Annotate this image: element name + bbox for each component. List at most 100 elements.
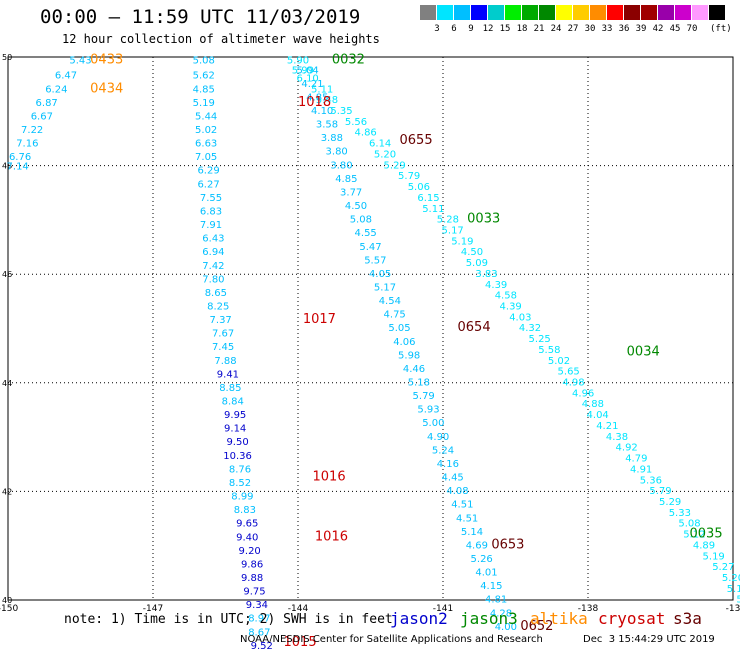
swh-value-label: 6.43	[202, 234, 224, 245]
swh-value-label: 4.04	[587, 410, 609, 421]
swh-value-label: 7.67	[212, 329, 234, 340]
swh-value-label: 5.25	[529, 334, 551, 345]
swh-value-label: 5.90	[287, 56, 309, 67]
lat-tick-label: 42	[2, 487, 12, 496]
pass-time-label: 0654	[458, 320, 491, 335]
swh-value-label: 9.14	[224, 424, 246, 435]
swh-value-label: 5.48	[316, 95, 338, 106]
pass-time-label: 0655	[400, 133, 433, 148]
legend-swatch	[471, 5, 487, 20]
swh-value-label: 6.29	[197, 166, 219, 177]
swh-value-label: 9.65	[236, 519, 258, 530]
swh-value-label: 5.56	[345, 117, 367, 128]
swh-value-label: 4.55	[355, 228, 377, 239]
swh-value-label: 4.50	[345, 201, 367, 212]
swh-value-label: 9.88	[241, 573, 263, 584]
swh-value-label: 6.14	[369, 139, 391, 150]
pass-time-label: 0653	[491, 537, 524, 552]
swh-value-label: 4.50	[461, 247, 483, 258]
swh-value-label: 4.51	[451, 500, 473, 511]
legend-swatch	[420, 5, 436, 20]
lon-tick-label: -147	[143, 604, 163, 614]
mission-label-altika: altika	[530, 609, 588, 628]
swh-value-label: 5.14	[461, 527, 483, 538]
legend-swatch	[539, 5, 555, 20]
swh-value-label: 4.38	[606, 432, 628, 443]
lat-tick-label: 40	[2, 596, 12, 605]
map-frame	[7, 56, 734, 601]
swh-value-label: 5.62	[193, 71, 215, 82]
legend-swatch	[590, 5, 606, 20]
swh-value-label: 5.99	[292, 65, 314, 76]
swh-value-label: 5.08	[678, 519, 700, 530]
legend-label: 42	[652, 24, 664, 34]
swh-value-label: 4.05	[369, 269, 391, 280]
swh-value-label: 8.25	[207, 301, 229, 312]
swh-value-label: 5.11	[311, 84, 333, 95]
swh-value-label: 9.34	[246, 600, 268, 611]
swh-value-label: 5.17	[374, 282, 396, 293]
swh-value-label: 9.41	[217, 369, 239, 380]
swh-value-label: 5.09	[466, 258, 488, 269]
swh-value-label: 5.05	[388, 323, 410, 334]
swh-value-label: 4.21	[301, 79, 323, 90]
legend-label: 6	[451, 24, 457, 34]
swh-value-label: 4.88	[582, 399, 604, 410]
swh-value-label: 9.75	[243, 587, 265, 598]
swh-value-label: 5.12	[683, 530, 705, 541]
swh-value-label: 5.58	[538, 345, 560, 356]
swh-value-label: 9.50	[226, 437, 248, 448]
legend-label: 3	[434, 24, 440, 34]
lon-tick-label: -144	[288, 604, 309, 614]
swh-value-label: 4.86	[355, 128, 377, 139]
legend-label: 12	[482, 24, 494, 34]
legend-swatch	[454, 5, 470, 20]
swh-value-label: 9.86	[241, 559, 263, 570]
swh-value-label: 3.58	[316, 120, 338, 131]
pass-time-label: 0032	[332, 53, 365, 68]
legend-swatch	[573, 5, 589, 20]
swh-value-label: 5.98	[398, 350, 420, 361]
swh-value-label: 5.17	[442, 225, 464, 236]
swh-value-label: 4.69	[466, 540, 488, 551]
swh-value-label: 7.80	[202, 274, 224, 285]
swh-value-label: 8.97	[248, 614, 270, 625]
swh-value-label: 4.46	[403, 364, 425, 375]
swh-value-label: 6.67	[31, 111, 53, 122]
swh-value-label: 9.20	[239, 546, 261, 557]
lat-tick-label: 46	[2, 270, 12, 279]
swh-value-label: 4.06	[393, 337, 415, 348]
mission-label-s3a: s3a	[673, 609, 702, 628]
swh-value-label: 5.02	[195, 125, 217, 136]
swh-value-label: 6.47	[55, 71, 77, 82]
swh-value-label: 4.75	[384, 310, 406, 321]
swh-value-label: 5.47	[359, 242, 381, 253]
swh-value-label: 6.87	[36, 98, 58, 109]
swh-value-label: 3.83	[475, 269, 497, 280]
legend-swatch	[692, 5, 708, 20]
swh-value-label: 6.76	[9, 152, 31, 163]
swh-value-label: 5.27	[712, 562, 734, 573]
swh-value-label: 5.35	[330, 106, 352, 117]
swh-value-label: 4.39	[500, 301, 522, 312]
swh-value-label: 9.40	[236, 532, 258, 543]
lon-tick-label: -138	[578, 604, 599, 614]
swh-value-label: 7.88	[214, 356, 236, 367]
legend-label: 30	[584, 24, 596, 34]
legend-swatch	[709, 5, 725, 20]
swh-value-label: 4.89	[693, 540, 715, 551]
page-subtitle: 12 hour collection of altimeter wave hei…	[62, 32, 380, 46]
swh-value-label: 4.98	[562, 378, 584, 389]
legend-swatch	[641, 5, 657, 20]
legend-swatch	[556, 5, 572, 20]
legend-label: 45	[669, 24, 681, 34]
swh-value-label: 7.22	[21, 125, 43, 136]
swh-value-label: 6.94	[202, 247, 224, 258]
pass-time-label: 1018	[298, 95, 331, 110]
swh-value-label: 4.91	[630, 464, 652, 475]
legend-label: 27	[567, 24, 579, 34]
page-title: 00:00 – 11:59 UTC 11/03/2019	[40, 6, 361, 28]
legend-swatch	[505, 5, 521, 20]
